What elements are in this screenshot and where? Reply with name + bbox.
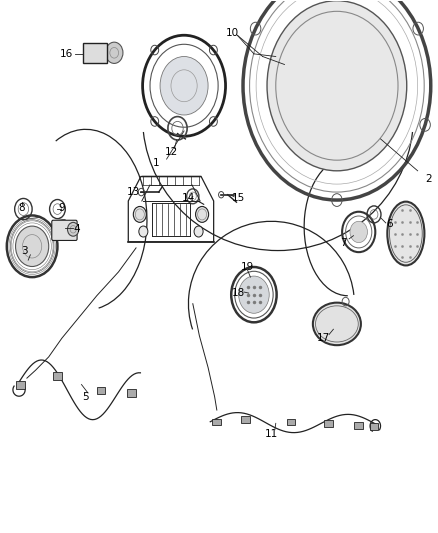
Text: 6: 6	[386, 219, 392, 229]
Ellipse shape	[387, 201, 424, 265]
FancyBboxPatch shape	[83, 43, 107, 63]
Circle shape	[267, 1, 407, 171]
Bar	[127, 389, 136, 397]
Circle shape	[133, 206, 146, 222]
Text: 2: 2	[425, 174, 432, 184]
Text: 9: 9	[59, 203, 65, 213]
Bar	[241, 416, 250, 423]
Text: 13: 13	[127, 187, 141, 197]
Text: 14: 14	[182, 193, 195, 204]
Text: 4: 4	[74, 224, 81, 235]
Text: 3: 3	[21, 246, 28, 255]
Ellipse shape	[313, 303, 361, 345]
FancyBboxPatch shape	[52, 220, 77, 240]
Bar	[212, 418, 221, 425]
Text: 18: 18	[232, 288, 245, 298]
Text: 15: 15	[232, 193, 245, 204]
Text: 16: 16	[60, 49, 73, 59]
Text: 17: 17	[317, 333, 330, 343]
Bar	[324, 420, 332, 427]
Bar	[53, 372, 62, 379]
Circle shape	[139, 226, 148, 237]
Text: 5: 5	[82, 392, 89, 402]
Text: 12: 12	[164, 147, 177, 157]
Text: 11: 11	[265, 429, 278, 439]
Text: 19: 19	[241, 262, 254, 271]
Circle shape	[160, 56, 208, 115]
Bar	[97, 386, 106, 394]
Circle shape	[196, 206, 208, 222]
Text: 8: 8	[18, 203, 25, 213]
Circle shape	[15, 226, 49, 266]
Bar	[16, 381, 25, 389]
Text: 7: 7	[340, 238, 347, 247]
Circle shape	[194, 226, 203, 237]
Circle shape	[67, 222, 79, 236]
Text: 10: 10	[226, 28, 239, 38]
Bar	[370, 423, 378, 430]
Bar	[287, 418, 295, 425]
Circle shape	[239, 276, 269, 313]
Circle shape	[350, 221, 367, 243]
Text: 1: 1	[152, 158, 159, 168]
Circle shape	[106, 42, 123, 63]
Bar	[354, 422, 363, 429]
